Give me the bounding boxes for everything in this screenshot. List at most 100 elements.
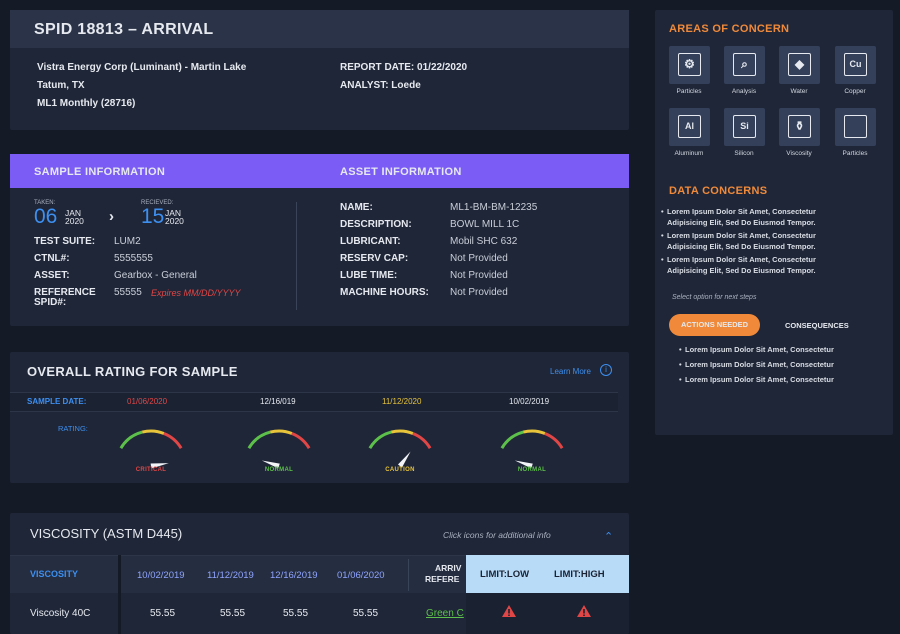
received-label: RECIEVED: [141, 200, 174, 206]
icon-frame: Al [678, 115, 701, 138]
lubricant-label: LUBRICANT: [340, 236, 401, 247]
arrival-col-line1: ARRIV [435, 563, 462, 573]
sample-date-2: 12/16/019 [260, 397, 296, 406]
icon-frame: ◆ [788, 53, 811, 76]
data-concerns-heading: DATA CONCERNS [669, 185, 768, 197]
consequences-button[interactable]: CONSEQUENCES [785, 321, 849, 330]
taken-label: TAKEN: [34, 200, 56, 206]
rating-label: RATING: [58, 424, 88, 433]
gauge-arc-segment [544, 432, 564, 450]
concern-icon-label: Particles [842, 150, 868, 157]
info-icon[interactable]: i [600, 364, 612, 376]
next-steps-hint: Select option for next steps [672, 294, 757, 301]
company-location: Tatum, TX [37, 80, 85, 91]
rating-gauge [368, 429, 432, 468]
viscosity-date-1: 10/02/2019 [137, 570, 185, 581]
gauge-needle [514, 460, 533, 469]
sample-date-3: 11/12/2020 [382, 397, 422, 406]
reference-label-line2: SPID#: [34, 297, 67, 308]
sample-asset-card: SAMPLE INFORMATION ASSET INFORMATION TAK… [10, 154, 629, 326]
received-year: 2020 [165, 216, 184, 226]
arrival-reference-link[interactable]: Green C [426, 608, 464, 619]
square-icon[interactable] [835, 108, 876, 146]
viscosity-value-3: 55.55 [283, 608, 309, 619]
gauge-arc-segment [390, 429, 414, 435]
reserv-cap-label: RESERV CAP: [340, 253, 409, 264]
icon-frame: ⚙ [678, 53, 701, 76]
arrival-col-line2: REFERE [425, 574, 460, 584]
viscosity-col-label: VISCOSITY [30, 569, 79, 579]
lube-time-value: Not Provided [450, 270, 508, 281]
viscosity-date-4: 01/06/2020 [337, 570, 385, 581]
gauge-arc-segment [163, 432, 183, 450]
ctnl-label: CTNL#: [34, 253, 70, 264]
page-title: SPID 18813 – ARRIVAL [34, 21, 214, 38]
gauge-arc-segment [291, 432, 311, 450]
viscosity-hint: Click icons for additional info [443, 530, 551, 540]
gauge-arc-segment [141, 429, 165, 435]
taken-day: 06 [34, 205, 58, 228]
gauge-needle [397, 451, 411, 468]
machine-hours-value: Not Provided [450, 287, 508, 298]
asset-description-label: DESCRIPTION: [340, 219, 412, 230]
warning-triangle-icon[interactable] [501, 604, 517, 618]
viscosity-value-2: 55.55 [220, 608, 246, 619]
element-si-icon[interactable]: Si [724, 108, 765, 146]
concern-icon-label: Water [790, 88, 808, 95]
program-name: ML1 Monthly (28716) [37, 98, 136, 109]
collapse-chevron-icon[interactable]: ⌃ [604, 531, 614, 543]
gauge-needle [261, 460, 280, 469]
gauge-arc-segment [500, 430, 524, 450]
data-concern-item: Lorem Ipsum Dolor Sit Amet, Consectetur … [661, 207, 882, 228]
gear-icon[interactable]: ⚙ [669, 46, 710, 84]
taken-year: 2020 [65, 216, 84, 226]
icon-frame: Cu [844, 53, 867, 76]
water-drop-icon[interactable]: ◆ [779, 46, 820, 84]
flask-icon[interactable]: ⚱ [779, 108, 820, 146]
test-suite-value: LUM2 [114, 236, 141, 247]
report-date: REPORT DATE: 01/22/2020 [340, 62, 468, 73]
rating-title: OVERALL RATING FOR SAMPLE [27, 364, 238, 379]
sample-asset-header-bar: SAMPLE INFORMATION ASSET INFORMATION [10, 154, 629, 188]
viscosity-date-3: 12/16/2019 [270, 570, 318, 581]
gauge-arc-segment [119, 430, 143, 450]
data-concern-item: Lorem Ipsum Dolor Sit Amet, Consectetur … [661, 255, 882, 276]
asset-description-value: BOWL MILL 1C [450, 219, 520, 230]
concern-icon-label: Particles [676, 88, 702, 95]
actions-needed-button[interactable]: ACTIONS NEEDED [669, 314, 760, 336]
rating-gauge [119, 429, 183, 469]
asset-label: ASSET: [34, 270, 70, 281]
gauge-status-label: CAUTION [385, 467, 415, 473]
action-item: Lorem Ipsum Dolor Sit Amet, Consectetur [679, 375, 880, 386]
limits-header [466, 555, 629, 593]
rating-gauge [247, 429, 311, 469]
concern-icon-label: Copper [844, 88, 866, 95]
sticky-column-divider [118, 555, 121, 634]
viscosity-value-4: 55.55 [353, 608, 379, 619]
reference-expires: Expires MM/DD/YYYY [151, 288, 241, 298]
company-name: Vistra Energy Corp (Luminant) - Martin L… [37, 62, 247, 73]
sample-date-1: 01/06/2020 [127, 397, 168, 406]
reference-value[interactable]: 55555 [114, 287, 142, 298]
limits-cell-bg [466, 593, 629, 634]
warning-triangle-icon[interactable] [576, 604, 592, 618]
element-cu-icon[interactable]: Cu [835, 46, 876, 84]
overall-rating-card: OVERALL RATING FOR SAMPLE Learn More i S… [10, 352, 629, 483]
gauge-status-label: NORMAL [517, 467, 547, 473]
received-month: JAN [165, 208, 182, 218]
concern-icon-label: Aluminum [674, 150, 704, 157]
action-item: Lorem Ipsum Dolor Sit Amet, Consectetur [679, 345, 880, 356]
gauge-arc-segment [412, 432, 432, 450]
learn-more-link[interactable]: Learn More [550, 367, 591, 376]
limit-high-header: LIMIT:HIGH [554, 569, 605, 580]
magnifier-icon[interactable]: ⌕ [724, 46, 765, 84]
viscosity-card: VISCOSITY (ASTM D445) Click icons for ad… [10, 513, 629, 634]
sample-date-row [10, 392, 618, 412]
gauge-arc-segment [247, 430, 271, 450]
lubricant-value: Mobil SHC 632 [450, 236, 518, 247]
element-al-icon[interactable]: Al [669, 108, 710, 146]
limit-low-header: LIMIT:LOW [480, 569, 530, 580]
concern-icon-label: Silicon [734, 150, 754, 157]
viscosity-date-2: 11/12/2019 [207, 570, 254, 581]
viscosity-value-1: 55.55 [150, 608, 176, 619]
